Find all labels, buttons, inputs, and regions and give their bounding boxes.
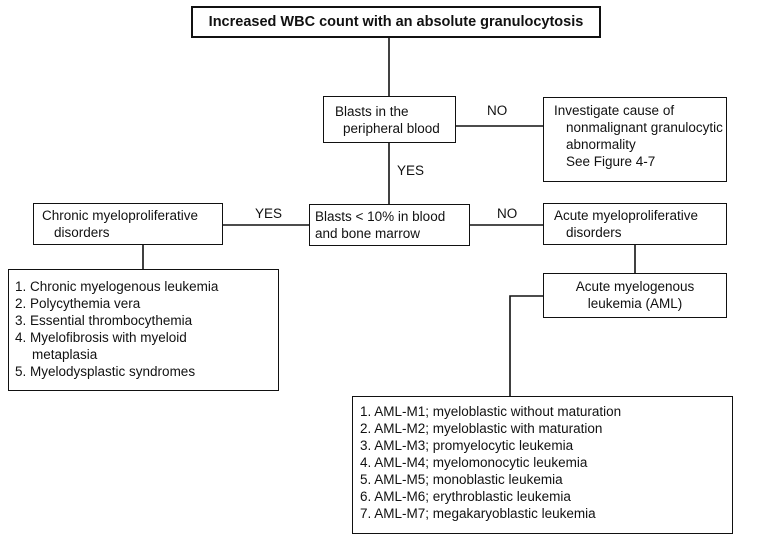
list-item: 6. AML-M6; erythroblastic leukemia xyxy=(360,489,571,504)
edge-label-no-investigate: NO xyxy=(487,103,508,118)
node-acute: Acute myeloproliferative disorders xyxy=(543,203,727,245)
aml-line2: leukemia (AML) xyxy=(587,296,683,311)
list-item: 2. Polycythemia vera xyxy=(15,296,141,311)
aml-subtypes-list: 1. AML-M1; myeloblastic without maturati… xyxy=(352,396,733,534)
line-aml-to-list xyxy=(509,295,543,396)
investigate-line4: See Figure 4-7 xyxy=(566,154,656,169)
investigate-line1: Investigate cause of xyxy=(554,103,675,118)
list-item: 3. Essential thrombocythemia xyxy=(15,313,193,328)
list-item: 5. AML-M5; monoblastic leukemia xyxy=(360,472,563,487)
node-blasts-lt10: Blasts < 10% in blood and bone marrow xyxy=(309,204,470,246)
aml-line1: Acute myelogenous xyxy=(575,279,695,294)
acute-line2: disorders xyxy=(566,225,622,240)
chronic-line1: Chronic myeloproliferative xyxy=(42,208,199,223)
lt10-line1: Blasts < 10% in blood xyxy=(315,209,446,224)
list-item: 5. Myelodysplastic syndromes xyxy=(15,364,196,379)
blasts-line1: Blasts in the xyxy=(335,104,409,119)
chronic-line2: disorders xyxy=(54,225,110,240)
list-item: 7. AML-M7; megakaryoblastic leukemia xyxy=(360,506,596,521)
blasts-line2: peripheral blood xyxy=(343,121,440,136)
acute-line1: Acute myeloproliferative xyxy=(554,208,699,223)
investigate-line3: abnormality xyxy=(566,137,636,152)
chronic-disorders-list: 1. Chronic myelogenous leukemia 2. Polyc… xyxy=(8,269,279,391)
root-node-title: Increased WBC count with an absolute gra… xyxy=(191,6,601,38)
edge-label-yes-chronic: YES xyxy=(255,206,283,221)
list-item: 1. AML-M1; myeloblastic without maturati… xyxy=(360,404,622,419)
list-item: 2. AML-M2; myeloblastic with maturation xyxy=(360,421,603,436)
list-item: 4. AML-M4; myelomonocytic leukemia xyxy=(360,455,588,470)
list-item: 3. AML-M3; promyelocytic leukemia xyxy=(360,438,574,453)
list-item: 1. Chronic myelogenous leukemia xyxy=(15,279,219,294)
node-investigate: Investigate cause of nonmalignant granul… xyxy=(543,97,727,182)
list-item-continuation: metaplasia xyxy=(32,347,98,362)
list-item: 4. Myelofibrosis with myeloid xyxy=(15,330,187,345)
investigate-line2: nonmalignant granulocytic xyxy=(566,120,723,135)
edge-label-yes-down: YES xyxy=(397,163,425,178)
node-chronic: Chronic myeloproliferative disorders xyxy=(33,203,223,245)
node-blasts-peripheral: Blasts in the peripheral blood xyxy=(323,96,456,143)
lt10-line2: and bone marrow xyxy=(315,226,421,241)
node-aml: Acute myelogenous leukemia (AML) xyxy=(543,273,727,318)
title-text: Increased WBC count with an absolute gra… xyxy=(208,13,584,30)
edge-label-no-acute: NO xyxy=(497,206,518,221)
